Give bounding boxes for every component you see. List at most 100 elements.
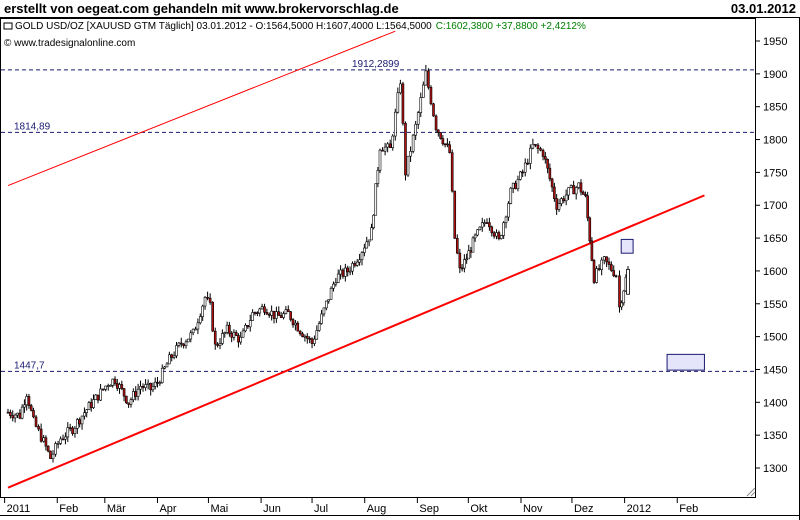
candle: [78, 417, 81, 428]
candle: [391, 134, 395, 151]
candle: [277, 306, 281, 316]
candle: [218, 338, 222, 350]
candle: [485, 218, 489, 224]
x-tick-label: 2012: [627, 503, 651, 515]
candle: [228, 321, 231, 337]
candle: [560, 197, 563, 207]
annotation-box: [666, 353, 705, 371]
candle: [111, 378, 115, 388]
annotation-boxes: [620, 238, 705, 371]
candle: [294, 320, 297, 331]
candle: [308, 336, 311, 344]
trendline: [7, 194, 705, 489]
candle: [237, 333, 240, 348]
candle: [6, 408, 10, 414]
candle: [46, 445, 50, 453]
candle: [334, 277, 338, 287]
x-tick-label: Aug: [367, 503, 387, 515]
candle: [404, 121, 407, 181]
candle: [526, 158, 530, 166]
candle: [296, 321, 300, 332]
candle: [9, 409, 12, 419]
y-tick-label: 1450: [763, 364, 787, 376]
x-tick-label: Nov: [523, 503, 543, 515]
candle: [564, 189, 568, 206]
x-tick-label: Jun: [263, 503, 281, 515]
candle: [586, 191, 589, 222]
candle: [177, 341, 181, 348]
candle: [136, 383, 140, 401]
candle: [113, 376, 117, 386]
x-tick-label: Apr: [159, 503, 176, 515]
candle: [71, 426, 74, 436]
candle: [353, 260, 357, 268]
candle: [622, 290, 626, 306]
resize-grip-icon[interactable]: [746, 487, 756, 497]
candle: [490, 225, 494, 237]
annotation-box: [620, 238, 634, 254]
x-tick-label: Dez: [574, 503, 594, 515]
candle: [469, 246, 473, 258]
candle: [329, 286, 333, 300]
candle: [25, 393, 28, 411]
candle: [480, 217, 484, 232]
candle: [213, 327, 217, 350]
x-tick-label: Okt: [470, 503, 487, 515]
candle: [317, 321, 321, 332]
candle: [156, 376, 159, 388]
candle: [360, 251, 364, 266]
candle: [191, 328, 195, 336]
candle: [434, 114, 438, 133]
candle: [607, 257, 611, 270]
candle: [544, 151, 547, 164]
candle: [414, 120, 417, 140]
candle: [99, 383, 102, 401]
level-label: 1447,7: [14, 360, 45, 371]
candle: [18, 409, 22, 420]
candle: [365, 236, 369, 249]
candle: [355, 259, 359, 267]
candle: [187, 338, 190, 343]
collapse-icon[interactable]: [3, 22, 13, 30]
candle: [49, 450, 52, 459]
candle: [66, 422, 70, 442]
candle: [460, 264, 464, 272]
candle: [620, 300, 623, 311]
candle: [600, 257, 603, 276]
y-tick-label: 1550: [763, 299, 787, 311]
candle: [618, 270, 621, 313]
candle: [553, 182, 556, 202]
candle: [141, 383, 145, 392]
candle: [56, 440, 60, 449]
candle: [511, 182, 515, 194]
trendline: [7, 30, 396, 186]
candle: [332, 281, 335, 292]
candle: [267, 312, 271, 318]
candle: [291, 318, 295, 328]
candle: [16, 412, 19, 419]
candle: [94, 394, 98, 400]
banner-background: [0, 0, 800, 17]
y-tick-label: 1350: [763, 430, 787, 442]
candle: [348, 266, 352, 276]
candle: [106, 383, 110, 391]
candle: [265, 308, 269, 315]
candle: [76, 417, 79, 434]
candle: [13, 413, 17, 423]
candle: [529, 144, 532, 170]
candle: [483, 219, 486, 227]
candle: [51, 450, 55, 463]
candle: [289, 310, 292, 322]
candle: [198, 313, 202, 325]
candle: [406, 155, 410, 177]
candle: [579, 179, 583, 196]
candle: [39, 423, 43, 443]
y-tick-label: 1900: [763, 69, 787, 81]
instrument-change-text: C:1602,3800 +37,8800 +2,4212%: [436, 21, 586, 32]
candle: [201, 304, 204, 321]
candle: [577, 182, 581, 190]
candle: [378, 148, 382, 174]
candle: [61, 434, 65, 441]
candle: [419, 92, 423, 118]
